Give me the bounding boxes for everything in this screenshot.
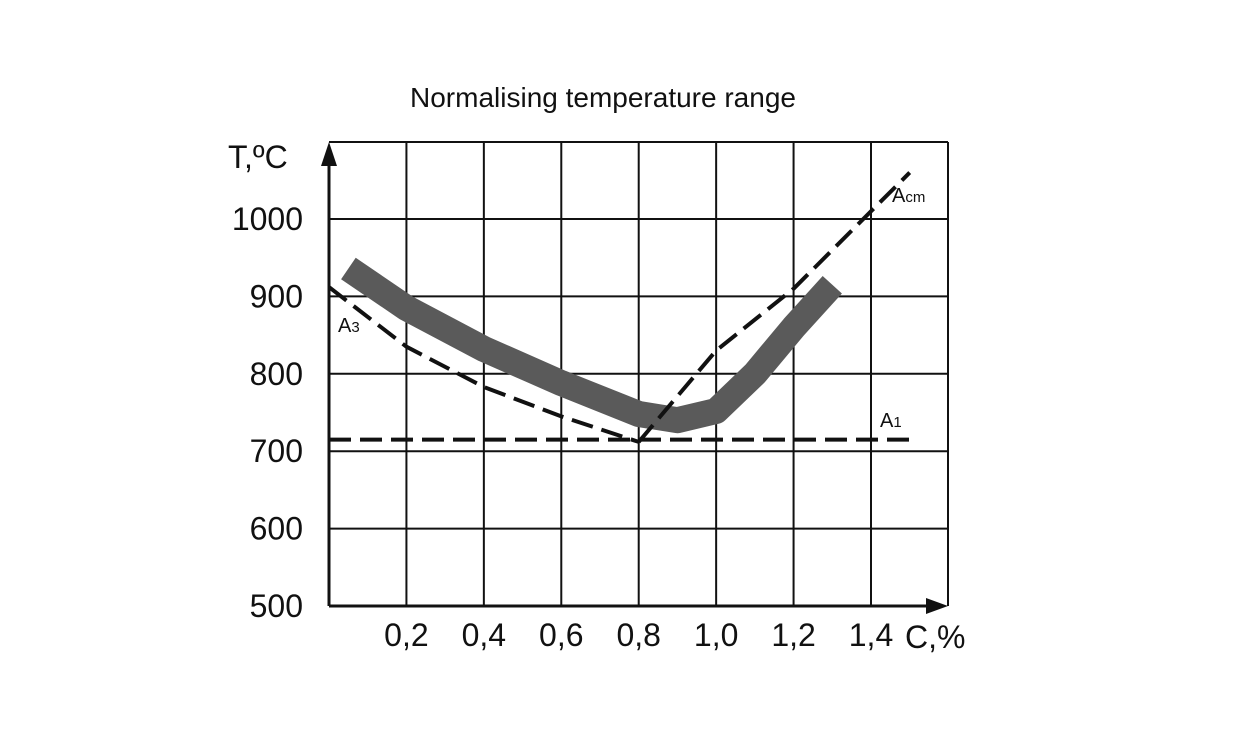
curve-label-A3: A3	[338, 315, 360, 337]
line-A3	[327, 285, 640, 444]
x-tick-label-5: 1,2	[771, 617, 815, 653]
x-tick-label-4: 1,0	[694, 617, 738, 653]
y-tick-label-0: 500	[250, 588, 303, 624]
y-tick-label-3: 800	[250, 356, 303, 392]
normalising-band-path	[341, 257, 842, 434]
lines	[327, 171, 912, 444]
x-tick-label-0: 0,2	[384, 617, 428, 653]
ticks: 500 600 700 800 900 1000 0,2 0,4 0,6 0,8 1,0 1,2 1,4	[232, 201, 893, 653]
y-tick-label-1: 600	[250, 511, 303, 547]
curve-label-Acm: Acm	[892, 185, 925, 207]
x-axis-arrow	[926, 598, 948, 614]
chart-title: Normalising temperature range	[410, 82, 796, 113]
x-axis-label: C,%	[905, 619, 965, 655]
line-Acm	[637, 171, 912, 444]
x-tick-label-2: 0,6	[539, 617, 583, 653]
y-axis-label: T,ºC	[228, 139, 288, 175]
grid	[329, 141, 949, 606]
axes	[321, 142, 948, 614]
x-tick-label-1: 0,4	[462, 617, 506, 653]
y-tick-label-5: 1000	[232, 201, 303, 237]
curve-label-A1: A1	[880, 410, 902, 432]
normalising-band	[341, 257, 842, 434]
y-tick-label-2: 700	[250, 433, 303, 469]
labels: A3 Acm A1	[338, 185, 925, 432]
x-tick-label-3: 0,8	[616, 617, 660, 653]
x-tick-label-6: 1,4	[849, 617, 893, 653]
y-axis-arrow	[321, 142, 337, 166]
y-tick-label-4: 900	[250, 278, 303, 314]
